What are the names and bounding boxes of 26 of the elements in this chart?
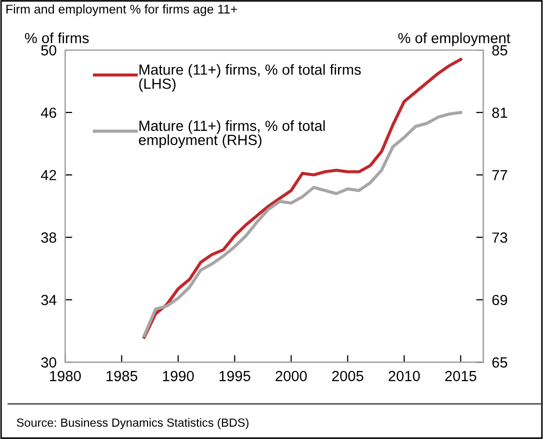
x-tick-label: 1985 [106, 370, 138, 382]
legend-label: Mature (11+) firms, % of total firms (LHS) [139, 64, 361, 92]
y-tick-label: 30 [41, 357, 56, 368]
y-tick-label: 34 [41, 294, 56, 306]
y-tick-label: 46 [40, 108, 56, 118]
x-tick-label: 1990 [163, 370, 194, 382]
y2-tick-label: 77 [492, 170, 508, 180]
y2-tick-label: 81 [492, 108, 508, 118]
y-tick-label: 50 [41, 45, 56, 56]
source-note: Source: Business Dynamics Statistics (BDS) [16, 418, 248, 430]
y-tick-label: 42 [40, 170, 56, 180]
legend-label: Mature (11+) firms, % of total employment (RHS) [138, 120, 325, 148]
y2-tick-label: 69 [492, 294, 508, 306]
x-tick-label: 2005 [332, 370, 364, 382]
x-tick-label: 2010 [388, 370, 420, 382]
y2-tick-label: 85 [492, 45, 508, 56]
y2-axis-title: % of employment [398, 32, 510, 46]
y-axis-title: % of firms [24, 32, 89, 44]
y2-tick-label: 73 [492, 232, 508, 243]
y2-tick-label: 65 [492, 357, 508, 368]
y-tick-label: 38 [41, 232, 56, 243]
x-tick-label: 2000 [276, 370, 307, 382]
x-tick-label: 2015 [445, 370, 476, 382]
x-tick-label: 1980 [50, 370, 81, 382]
x-tick-label: 1995 [220, 370, 250, 382]
chart-title: Firm and employment % for firms age 11+ [6, 4, 237, 16]
